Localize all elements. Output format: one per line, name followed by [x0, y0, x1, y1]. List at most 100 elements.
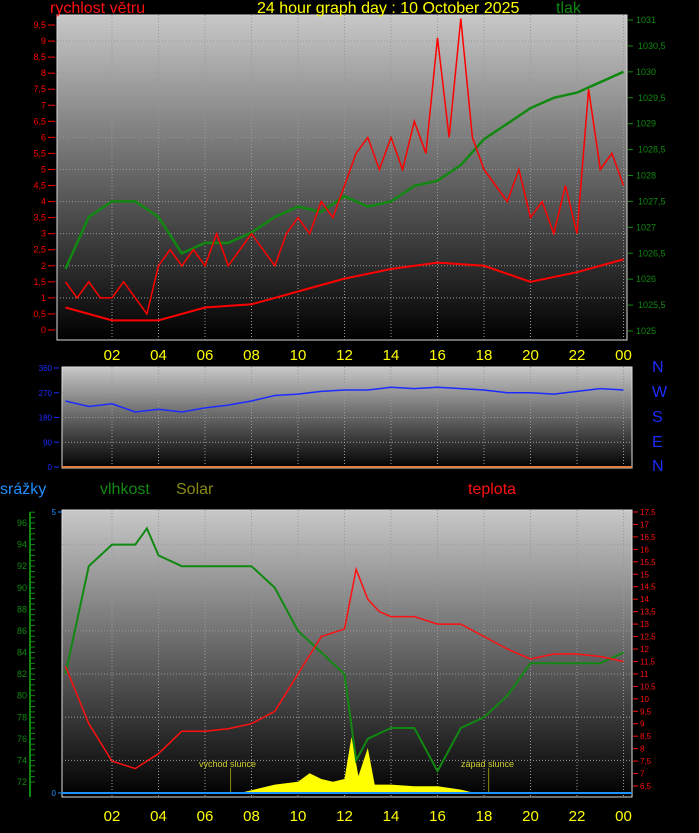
- x-tick-label: 18: [476, 808, 493, 825]
- temp-tick-label: 9: [640, 720, 645, 729]
- pressure-tick-label: 1028,5: [638, 145, 666, 155]
- temp-tick-label: 11: [640, 670, 649, 679]
- temp-tick-label: 14,5: [640, 583, 656, 592]
- humidity-tick-label: 88: [17, 604, 27, 614]
- wind-tick-label: 0,5: [33, 309, 46, 319]
- temp-tick-label: 8,5: [640, 732, 652, 741]
- humidity-tick-label: 86: [17, 626, 27, 636]
- temp-tick-label: 8: [640, 745, 645, 754]
- x-tick-label: 22: [569, 808, 586, 825]
- x-tick-label: 04: [150, 347, 167, 364]
- x-tick-label: 04: [150, 808, 167, 825]
- direction-label-s: S: [652, 409, 663, 426]
- wind-direction-line: [65, 386, 624, 413]
- wind-gust-line: [64, 18, 625, 316]
- temp-tick-label: 13: [640, 620, 649, 629]
- wind-direction-chart: 0 90 180 270 360: [39, 364, 633, 472]
- wind-tick-label: 6,5: [33, 116, 46, 126]
- humidity-tick-label: 76: [17, 734, 27, 744]
- humidity-tick-label: 92: [17, 561, 27, 571]
- wind-tick-label: 5: [41, 164, 46, 174]
- humidity-line: [64, 526, 624, 774]
- wind-speed-label: rychlost větru: [50, 0, 146, 17]
- wind-tick-label: 0: [41, 325, 46, 335]
- temperature-legend: teplota: [468, 481, 517, 498]
- x-tick-label: 20: [522, 347, 539, 364]
- pressure-tick-label: 1029,5: [638, 93, 666, 103]
- sunset-label: západ slunce: [461, 759, 514, 769]
- temp-humidity-plot-area: [61, 509, 633, 798]
- wind-tick-label: 2,5: [33, 245, 46, 255]
- humidity-legend: vlhkost: [100, 481, 150, 498]
- wind-tick-label: 2: [41, 261, 46, 271]
- humidity-tick-label: 82: [17, 669, 27, 679]
- sunrise-label: východ slunce: [199, 759, 256, 769]
- x-tick-label: 00: [615, 808, 632, 825]
- wind-tick-label: 8: [41, 68, 46, 78]
- temp-tick-label: 17,5: [640, 508, 656, 517]
- x-tick-label: 10: [290, 808, 307, 825]
- wind-tick-label: 7,5: [33, 84, 46, 94]
- pressure-tick-label: 1027,5: [638, 196, 666, 206]
- wind-tick-label: 9,5: [33, 20, 46, 30]
- pressure-tick-label: 1031: [636, 15, 656, 25]
- x-tick-label: 00: [615, 347, 632, 364]
- precip-tick-label: 0: [52, 789, 57, 798]
- humidity-tick-label: 74: [17, 755, 27, 765]
- solar-area: [65, 736, 624, 793]
- direction-tick-label: 90: [43, 438, 52, 447]
- x-tick-label: 06: [197, 808, 214, 825]
- humidity-tick-label: 80: [17, 691, 27, 701]
- humidity-tick-label: 72: [17, 777, 27, 787]
- pressure-tick-label: 1030: [636, 67, 656, 77]
- temp-tick-label: 7: [640, 770, 645, 779]
- temp-tick-label: 12: [640, 645, 649, 654]
- wind-tick-label: 8,5: [33, 52, 46, 62]
- temp-tick-label: 6,5: [640, 782, 652, 791]
- x-tick-label: 12: [336, 808, 353, 825]
- wind-average-line: [65, 258, 624, 322]
- pressure-tick-label: 1026,5: [638, 248, 666, 258]
- temp-tick-label: 10,5: [640, 682, 656, 691]
- humidity-tick-label: 90: [17, 583, 27, 593]
- x-tick-label: 18: [476, 347, 493, 364]
- direction-tick-label: 180: [39, 414, 53, 423]
- wind-tick-label: 1: [41, 293, 46, 303]
- pressure-label: tlak: [556, 0, 581, 17]
- page-title: 24 hour graph day : 10 October 2025: [257, 0, 520, 17]
- temp-tick-label: 17: [640, 520, 649, 529]
- x-tick-label: 14: [383, 347, 400, 364]
- x-tick-label: 08: [243, 347, 260, 364]
- solar-legend: Solar: [176, 481, 214, 498]
- wind-tick-label: 3: [41, 229, 46, 239]
- temp-tick-label: 12,5: [640, 633, 656, 642]
- pressure-tick-label: 1025,5: [638, 300, 666, 310]
- humidity-tick-label: 84: [17, 648, 27, 658]
- direction-tick-label: 360: [39, 364, 53, 373]
- x-tick-label: 08: [243, 808, 260, 825]
- wind-tick-label: 5,5: [33, 148, 46, 158]
- temp-tick-label: 15,5: [640, 558, 656, 567]
- temp-tick-label: 14: [640, 595, 649, 604]
- pressure-tick-label: 1025: [636, 326, 656, 336]
- wind-tick-label: 4: [41, 197, 46, 207]
- x-tick-label: 12: [336, 347, 353, 364]
- humidity-tick-label: 78: [17, 712, 27, 722]
- precip-tick-label: 5: [52, 508, 57, 517]
- pressure-tick-label: 1029: [636, 119, 656, 129]
- x-tick-label: 02: [104, 808, 121, 825]
- temp-tick-label: 16: [640, 545, 649, 554]
- wind-tick-label: 1,5: [33, 277, 46, 287]
- direction-tick-label: 0: [48, 463, 53, 472]
- x-tick-label: 06: [197, 347, 214, 364]
- humidity-tick-label: 96: [17, 518, 27, 528]
- direction-label-n-bottom: N: [652, 458, 664, 475]
- direction-tick-label: 270: [39, 389, 53, 398]
- pressure-tick-label: 1026: [636, 274, 656, 284]
- precip-legend: srážky: [0, 481, 47, 498]
- wind-tick-label: 7: [41, 100, 46, 110]
- temp-tick-label: 9,5: [640, 707, 652, 716]
- temp-tick-label: 16,5: [640, 533, 656, 542]
- temp-tick-label: 15: [640, 570, 649, 579]
